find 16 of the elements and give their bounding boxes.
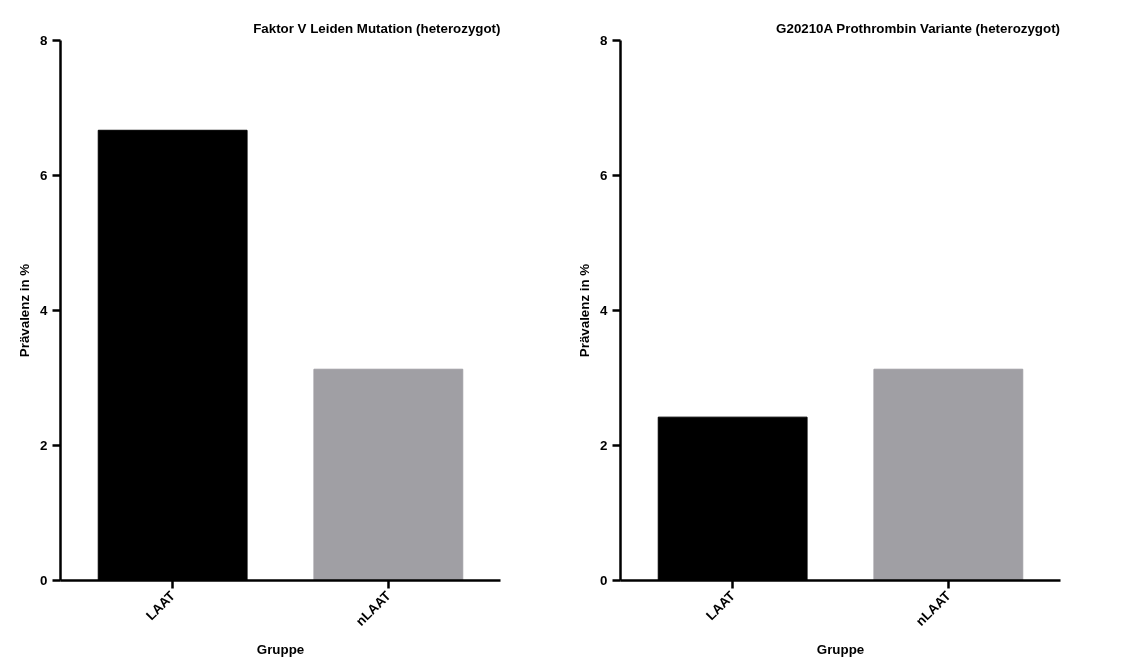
y-axis-title: Prävalenz in % [577,263,593,358]
y-tick-label: 2 [40,438,48,453]
y-tick-label: 6 [40,168,48,183]
y-tick-label: 8 [600,33,608,48]
y-tick-label: 8 [40,33,48,48]
y-tick-label: 0 [600,573,608,588]
y-tick-label: 0 [40,573,48,588]
y-tick-label: 4 [40,303,49,318]
x-axis-title: Gruppe [816,642,865,658]
y-axis-title: Prävalenz in % [17,263,33,358]
x-axis-title: Gruppe [256,642,305,658]
y-tick-label: 2 [600,438,608,453]
y-tick-label: 6 [600,168,608,183]
chart-title: Faktor V Leiden Mutation (heterozygot) [253,20,501,36]
chart-title: G20210A Prothrombin Variante (heterozygot) [776,20,1061,36]
y-tick-label: 4 [600,303,609,318]
